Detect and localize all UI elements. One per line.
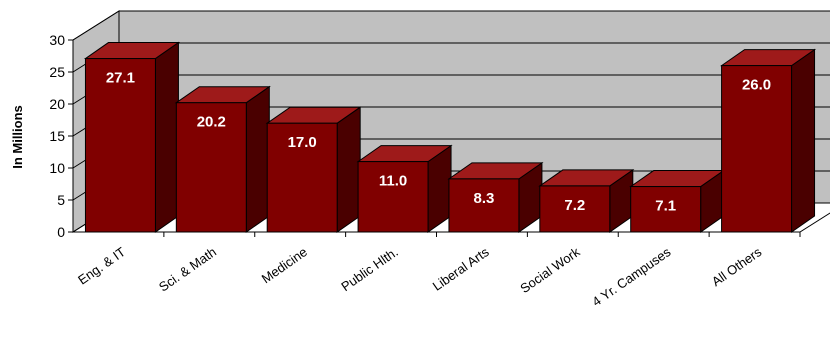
y-tick-label: 25 xyxy=(49,64,65,80)
bar-side xyxy=(245,85,270,233)
data-label: 7.2 xyxy=(564,197,585,214)
bar: 20.2 xyxy=(174,85,271,233)
bar-front xyxy=(539,185,611,233)
bar-side xyxy=(154,41,179,233)
bar: 7.2 xyxy=(538,168,635,233)
x-tick-label: Eng. & IT xyxy=(75,244,128,287)
bar-front xyxy=(84,58,156,233)
axes xyxy=(68,39,801,237)
bar-front xyxy=(357,161,429,233)
y-axis-label: In Millions xyxy=(10,105,25,169)
data-label: 17.0 xyxy=(288,134,317,151)
bar-side xyxy=(336,106,361,233)
bar: 26.0 xyxy=(719,48,817,233)
bar: 17.0 xyxy=(265,106,362,233)
data-label: 26.0 xyxy=(742,77,771,94)
y-tick-label: 10 xyxy=(49,160,65,176)
bar-side xyxy=(791,48,816,233)
data-label: 20.2 xyxy=(197,114,226,131)
bar: 7.1 xyxy=(629,169,726,233)
x-tick-label: All Others xyxy=(709,244,765,289)
bar-front xyxy=(448,178,520,233)
bar-front xyxy=(721,65,793,233)
y-tick-label: 15 xyxy=(49,128,65,144)
bar: 8.3 xyxy=(447,161,544,233)
y-tick-label: 20 xyxy=(49,96,65,112)
x-tick-label: Sci. & Math xyxy=(156,244,219,294)
data-label: 8.3 xyxy=(474,190,495,207)
bar: 11.0 xyxy=(356,144,453,233)
data-label: 27.1 xyxy=(106,70,135,87)
x-tick-label: Medicine xyxy=(259,244,310,286)
data-label: 11.0 xyxy=(379,173,407,190)
y-tick-label: 5 xyxy=(57,192,65,208)
x-tick-labels: Eng. & IT Sci. & Math Medicine Public Hlth.… xyxy=(75,244,765,309)
x-tick-label: Public Hlth. xyxy=(338,244,400,294)
bars: 27.1 20.2 17.0 11.0 8.3 7.2 7.1 26.0 xyxy=(83,41,817,233)
data-label: 7.1 xyxy=(655,198,676,215)
side-gridline xyxy=(72,10,120,41)
y-tick-labels: 0 5 10 15 20 25 30 xyxy=(49,32,65,240)
bar-front xyxy=(630,186,702,233)
x-tick-label: 4 Yr. Campuses xyxy=(589,244,674,309)
bar-front xyxy=(175,102,247,233)
bar: 27.1 xyxy=(83,41,181,233)
x-tick-label: Liberal Arts xyxy=(430,244,492,294)
y-tick-label: 30 xyxy=(49,32,65,48)
x-tick-label: Social Work xyxy=(517,244,583,296)
y-tick-label: 0 xyxy=(57,224,65,240)
bar-front xyxy=(266,122,338,233)
